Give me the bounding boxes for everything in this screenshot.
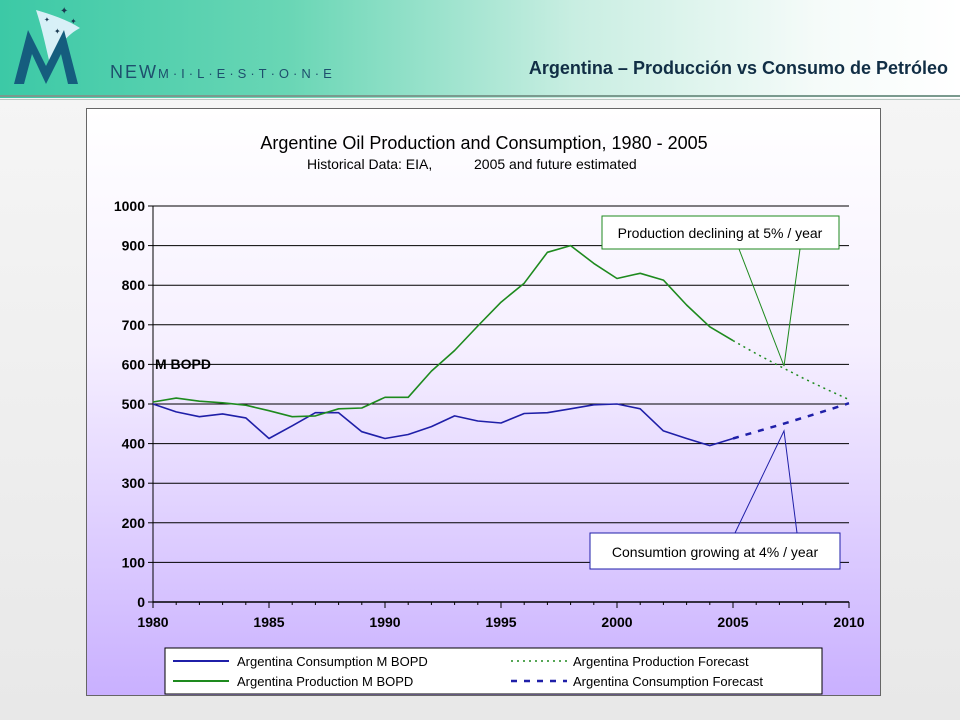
annotation-text-consumption: Consumtion growing at 4% / year (612, 544, 819, 560)
new-milestone-logo: ✦ ✦ ✦ ✦ (14, 6, 80, 84)
annotation-callout-consumption (734, 429, 798, 534)
x-tick-label: 1995 (485, 614, 516, 630)
y-tick-label: 800 (122, 277, 146, 293)
y-tick-label: 300 (122, 475, 146, 491)
chart-frame: Argentine Oil Production and Consumption… (86, 108, 881, 696)
y-tick-label: 500 (122, 396, 146, 412)
y-tick-label: 100 (122, 554, 146, 570)
y-tick-label: 200 (122, 515, 146, 531)
y-tick-label: 900 (122, 238, 146, 254)
annotation-box-consumption (589, 532, 841, 570)
annotation-text-production: Production declining at 5% / year (618, 225, 823, 241)
y-tick-label: 0 (137, 594, 145, 610)
x-tick-label: 2000 (601, 614, 632, 630)
annotation-callout-production (738, 248, 801, 367)
brand-prefix: NEW (110, 62, 158, 82)
chart-title: Argentine Oil Production and Consumption… (260, 133, 707, 153)
legend-label-production: Argentina Production M BOPD (237, 674, 413, 689)
series-line-2 (732, 339, 850, 401)
series-lines (152, 244, 850, 447)
svg-text:✦: ✦ (70, 17, 77, 26)
annotations: Production declining at 5% / year Consum… (589, 215, 841, 570)
chart-subtitle-left: Historical Data: EIA, (307, 156, 432, 172)
svg-text:✦: ✦ (60, 6, 68, 17)
chart-subtitle-right: 2005 and future estimated (474, 156, 637, 172)
legend-box (164, 647, 823, 695)
y-tick-label: 1000 (114, 198, 145, 214)
brand-name: NEWM·I·L·E·S·T·O·N·E (110, 62, 336, 83)
x-tick-label: 1985 (253, 614, 284, 630)
svg-text:✦: ✦ (44, 16, 50, 24)
y-tick-label: 400 (122, 436, 146, 452)
x-tick-label: 1980 (137, 614, 168, 630)
series-line-1 (152, 244, 734, 418)
x-tick-label: 1990 (369, 614, 400, 630)
legend-label-consumption-forecast: Argentina Consumption Forecast (573, 674, 763, 689)
y-tick-label: 600 (122, 356, 146, 372)
y-tick-label: 700 (122, 317, 146, 333)
annotation-box-production (601, 215, 840, 250)
series-line-3 (732, 402, 850, 440)
header-band: ✦ ✦ ✦ ✦ NEWM·I·L·E·S·T·O·N·E Argentina –… (0, 0, 960, 98)
svg-text:✦: ✦ (54, 27, 61, 36)
x-tick-label: 2005 (717, 614, 748, 630)
header-divider (0, 95, 960, 97)
legend: Argentina Consumption M BOPD Argentina P… (164, 647, 823, 695)
legend-label-production-forecast: Argentina Production Forecast (573, 654, 749, 669)
legend-label-consumption: Argentina Consumption M BOPD (237, 654, 428, 669)
series-line-0 (152, 403, 734, 447)
y-axis-label: M BOPD (155, 356, 211, 372)
x-tick-label: 2010 (833, 614, 864, 630)
header-divider-thin (0, 99, 960, 100)
gridlines (153, 205, 849, 563)
line-chart: Argentine Oil Production and Consumption… (114, 133, 865, 695)
tick-labels: 0 100 200 300 400 500 600 700 800 900 1000 1980 1985… (114, 198, 865, 630)
brand-suffix: M·I·L·E·S·T·O·N·E (158, 66, 336, 81)
slide-title: Argentina – Producción vs Consumo de Pet… (528, 58, 948, 78)
